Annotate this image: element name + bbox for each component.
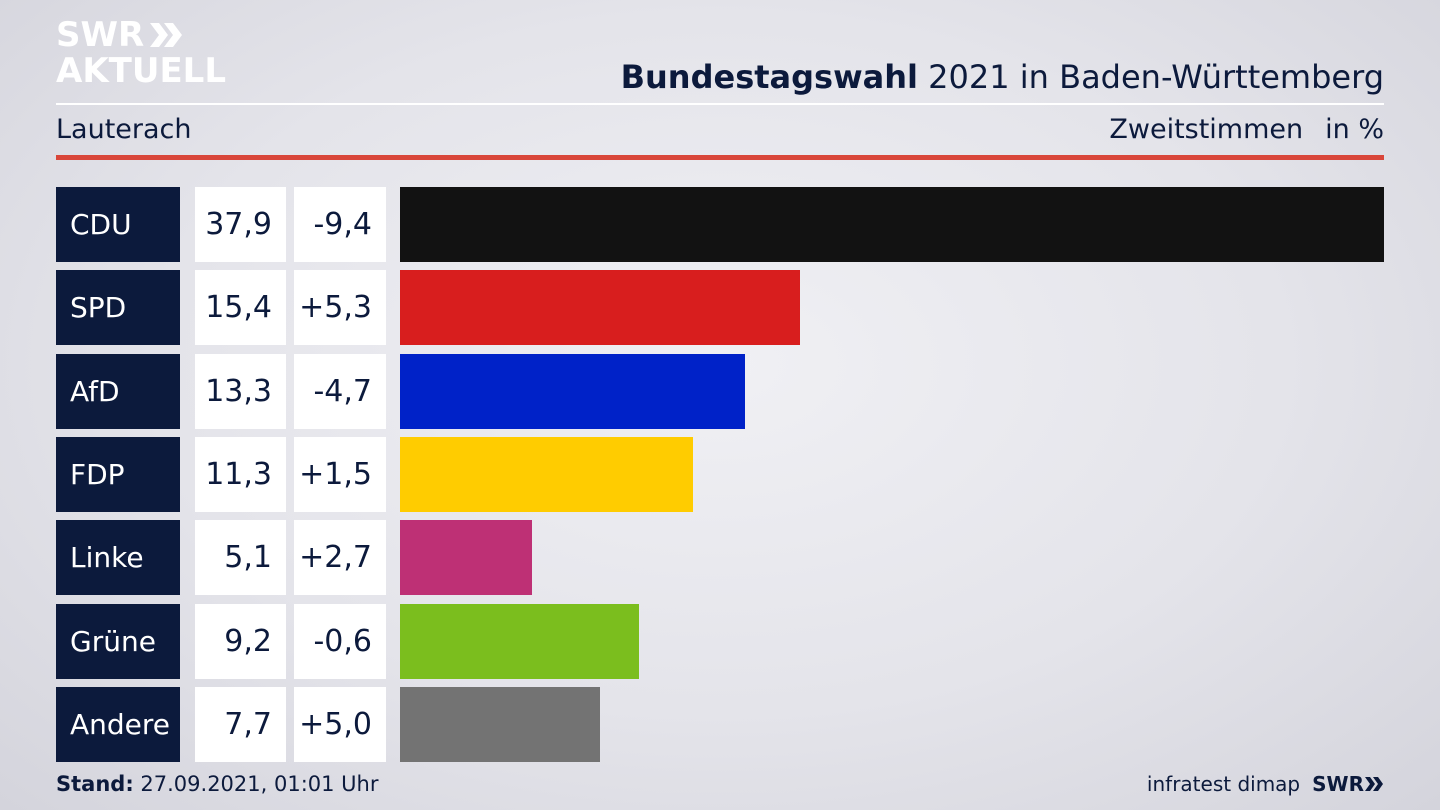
swr-aktuell-logo: SWR AKTUELL (56, 18, 226, 88)
bar (400, 270, 800, 345)
bar-row: Linke 5,1 +2,7 (56, 520, 1384, 595)
bar-row: AfD 13,3 -4,7 (56, 354, 1384, 429)
timestamp: Stand: 27.09.2021, 01:01 Uhr (56, 772, 379, 796)
change-label: +5,3 (294, 270, 386, 345)
stand-label: Stand: (56, 772, 134, 796)
party-label: Andere (56, 687, 180, 762)
source-name: infratest dimap (1146, 772, 1301, 796)
chart-title: Bundestagswahl 2021 in Baden-Württemberg (621, 58, 1384, 96)
change-label: +1,5 (294, 437, 386, 512)
logo-line1: SWR (56, 15, 145, 55)
value-label: 9,2 (195, 604, 286, 679)
party-label: CDU (56, 187, 180, 262)
unit-text: in % (1325, 114, 1384, 145)
value-label: 37,9 (195, 187, 286, 262)
value-label: 5,1 (195, 520, 286, 595)
title-rest: 2021 in Baden-Württemberg (917, 58, 1384, 96)
swr-brand: SWR (1312, 772, 1384, 796)
value-label: 13,3 (195, 354, 286, 429)
bar-row: Andere 7,7 +5,0 (56, 687, 1384, 762)
bar-row: FDP 11,3 +1,5 (56, 437, 1384, 512)
bar-row: Grüne 9,2 -0,6 (56, 604, 1384, 679)
double-chevron-small-icon (1365, 777, 1383, 791)
bar (400, 687, 600, 762)
double-chevron-icon (150, 23, 183, 47)
measure-label: Zweitstimmen in % (1109, 114, 1384, 145)
swr-brand-text: SWR (1312, 772, 1364, 796)
change-label: -0,6 (294, 604, 386, 679)
header-divider (56, 103, 1384, 105)
region-name: Lauterach (56, 114, 192, 145)
bar-row: CDU 37,9 -9,4 (56, 187, 1384, 262)
value-label: 11,3 (195, 437, 286, 512)
party-label: FDP (56, 437, 180, 512)
change-label: +2,7 (294, 520, 386, 595)
value-label: 7,7 (195, 687, 286, 762)
party-label: SPD (56, 270, 180, 345)
bar (400, 520, 532, 595)
accent-divider (56, 155, 1384, 160)
bar (400, 354, 745, 429)
source-credit: infratest dimap SWR (1147, 772, 1384, 796)
value-label: 15,4 (195, 270, 286, 345)
measure-text: Zweitstimmen (1109, 114, 1304, 145)
change-label: +5,0 (294, 687, 386, 762)
change-label: -9,4 (294, 187, 386, 262)
stand-value: 27.09.2021, 01:01 Uhr (133, 772, 379, 796)
bar (400, 187, 1384, 262)
change-label: -4,7 (294, 354, 386, 429)
party-label: Linke (56, 520, 180, 595)
bar (400, 604, 639, 679)
party-label: Grüne (56, 604, 180, 679)
party-label: AfD (56, 354, 180, 429)
title-bold: Bundestagswahl (620, 58, 918, 96)
bar-row: SPD 15,4 +5,3 (56, 270, 1384, 345)
logo-line2: AKTUELL (56, 51, 227, 91)
bar (400, 437, 693, 512)
